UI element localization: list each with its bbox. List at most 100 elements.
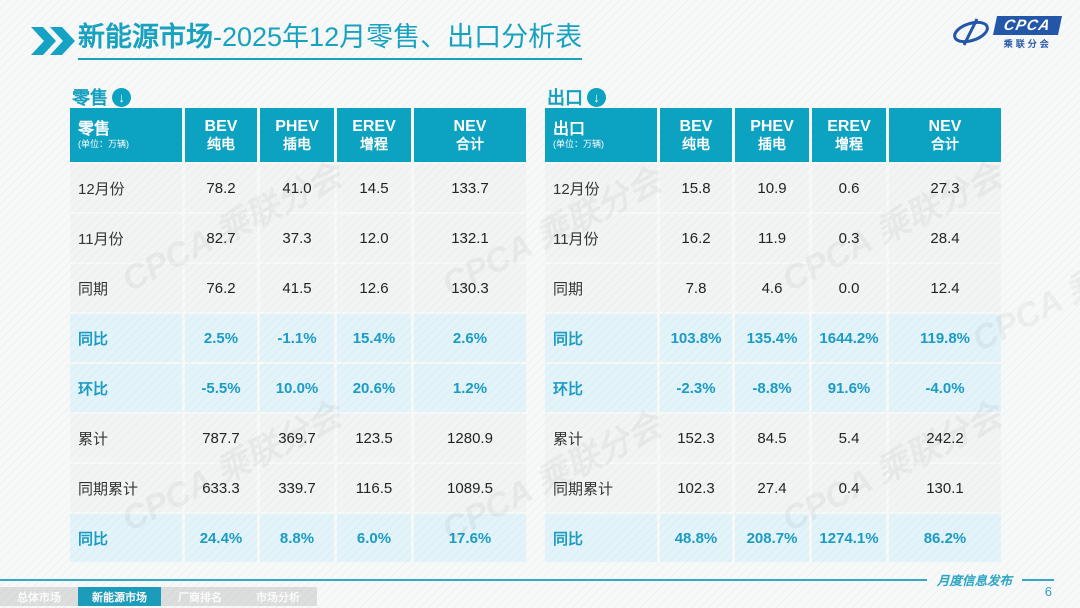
data-cell: 4.6: [735, 264, 809, 312]
data-cell: 369.7: [260, 414, 334, 462]
row-label: 同比: [545, 314, 657, 362]
data-cell: 15.4%: [337, 314, 411, 362]
data-cell: 27.4: [735, 464, 809, 512]
column-header-en: PHEV: [750, 117, 794, 135]
data-cell: 103.8%: [660, 314, 732, 362]
column-header: BEV 纯电: [185, 108, 257, 162]
row-label: 累计: [70, 414, 182, 462]
data-cell: 1644.2%: [812, 314, 886, 362]
data-cell: 119.8%: [889, 314, 1001, 362]
data-cell: 27.3: [889, 164, 1001, 212]
row-label: 环比: [70, 364, 182, 412]
table-corner-title: 零售: [78, 120, 111, 138]
data-cell: 1280.9: [414, 414, 526, 462]
column-header: PHEV 插电: [260, 108, 334, 162]
column-header-cn: 合计: [931, 136, 959, 153]
export-section-title: 出口: [547, 88, 583, 108]
cpca-logo-name: CPCA: [993, 16, 1063, 35]
row-label: 环比: [545, 364, 657, 412]
table-corner-title: 出口: [553, 120, 586, 138]
data-cell: 28.4: [889, 214, 1001, 262]
double-chevron-icon: [31, 27, 75, 55]
row-label: 同期: [545, 264, 657, 312]
footer-tab[interactable]: 新能源市场: [78, 587, 161, 606]
data-cell: 152.3: [660, 414, 732, 462]
column-header-cn: 纯电: [682, 136, 710, 153]
retail-section-title: 零售: [72, 88, 108, 108]
data-cell: 102.3: [660, 464, 732, 512]
data-cell: 0.0: [812, 264, 886, 312]
page-title-rest: -2025年12月零售、出口分析表: [213, 22, 583, 52]
data-cell: 17.6%: [414, 514, 526, 562]
export-table: 出口 (单位：万辆) BEV 纯电 PHEV 插电 EREV 增程 NEV 合计 12月份 15.8 1…: [545, 108, 1001, 562]
data-cell: 130.1: [889, 464, 1001, 512]
data-cell: 130.3: [414, 264, 526, 312]
data-cell: 339.7: [260, 464, 334, 512]
data-cell: 82.7: [185, 214, 257, 262]
row-label: 累计: [545, 414, 657, 462]
publication-label: 月度信息发布: [926, 570, 1022, 589]
column-header-cn: 插电: [758, 136, 786, 153]
row-label: 11月份: [545, 214, 657, 262]
data-cell: -4.0%: [889, 364, 1001, 412]
footer-tab-bar: 总体市场 新能源市场 厂商排名 市场分析: [0, 587, 317, 606]
data-cell: 135.4%: [735, 314, 809, 362]
data-cell: 132.1: [414, 214, 526, 262]
data-cell: 16.2: [660, 214, 732, 262]
data-cell: 20.6%: [337, 364, 411, 412]
data-cell: 48.8%: [660, 514, 732, 562]
row-label: 同比: [70, 514, 182, 562]
row-label: 同期累计: [70, 464, 182, 512]
data-cell: 1089.5: [414, 464, 526, 512]
table-unit-label: (单位：万辆): [553, 139, 604, 150]
page-number: 6: [1044, 584, 1052, 599]
column-header-en: PHEV: [275, 117, 319, 135]
data-cell: 242.2: [889, 414, 1001, 462]
column-header-cn: 插电: [283, 136, 311, 153]
footer-tab[interactable]: 厂商排名: [161, 587, 239, 606]
column-header: NEV 合计: [414, 108, 526, 162]
data-cell: 41.0: [260, 164, 334, 212]
data-cell: 6.0%: [337, 514, 411, 562]
page-title: 新能源市场-2025年12月零售、出口分析表: [78, 21, 583, 60]
row-label: 12月份: [545, 164, 657, 212]
data-cell: -2.3%: [660, 364, 732, 412]
column-header: NEV 合计: [889, 108, 1001, 162]
row-label: 同期累计: [545, 464, 657, 512]
footer-tab[interactable]: 总体市场: [0, 587, 78, 606]
column-header-en: EREV: [827, 117, 871, 135]
table-unit-label: (单位：万辆): [78, 139, 129, 150]
column-header: EREV 增程: [812, 108, 886, 162]
data-cell: 76.2: [185, 264, 257, 312]
retail-table: 零售 (单位：万辆) BEV 纯电 PHEV 插电 EREV 增程 NEV 合计 12月份 78.2 4…: [70, 108, 526, 562]
data-cell: 12.4: [889, 264, 1001, 312]
data-cell: 2.5%: [185, 314, 257, 362]
row-label: 同期: [70, 264, 182, 312]
column-header-en: BEV: [679, 117, 713, 135]
data-cell: 0.4: [812, 464, 886, 512]
data-cell: -8.8%: [735, 364, 809, 412]
data-cell: 84.5: [735, 414, 809, 462]
cpca-logo: CPCA 乘联分会: [950, 16, 1063, 50]
data-cell: 41.5: [260, 264, 334, 312]
data-cell: 15.8: [660, 164, 732, 212]
data-cell: 37.3: [260, 214, 334, 262]
cpca-logo-subtitle: 乘联分会: [1003, 39, 1052, 49]
data-cell: 116.5: [337, 464, 411, 512]
column-header-cn: 纯电: [207, 136, 235, 153]
data-cell: 0.6: [812, 164, 886, 212]
column-header-cn: 合计: [456, 136, 484, 153]
data-cell: 0.3: [812, 214, 886, 262]
data-cell: 10.9: [735, 164, 809, 212]
column-header: PHEV 插电: [735, 108, 809, 162]
footer-tab[interactable]: 市场分析: [239, 587, 317, 606]
column-header-en: EREV: [352, 117, 396, 135]
data-cell: 91.6%: [812, 364, 886, 412]
data-cell: 78.2: [185, 164, 257, 212]
data-cell: 10.0%: [260, 364, 334, 412]
export-section-label: 出口 ↓: [547, 84, 606, 110]
download-arrow-icon: ↓: [587, 87, 606, 107]
data-cell: 8.8%: [260, 514, 334, 562]
column-header-en: BEV: [204, 117, 238, 135]
